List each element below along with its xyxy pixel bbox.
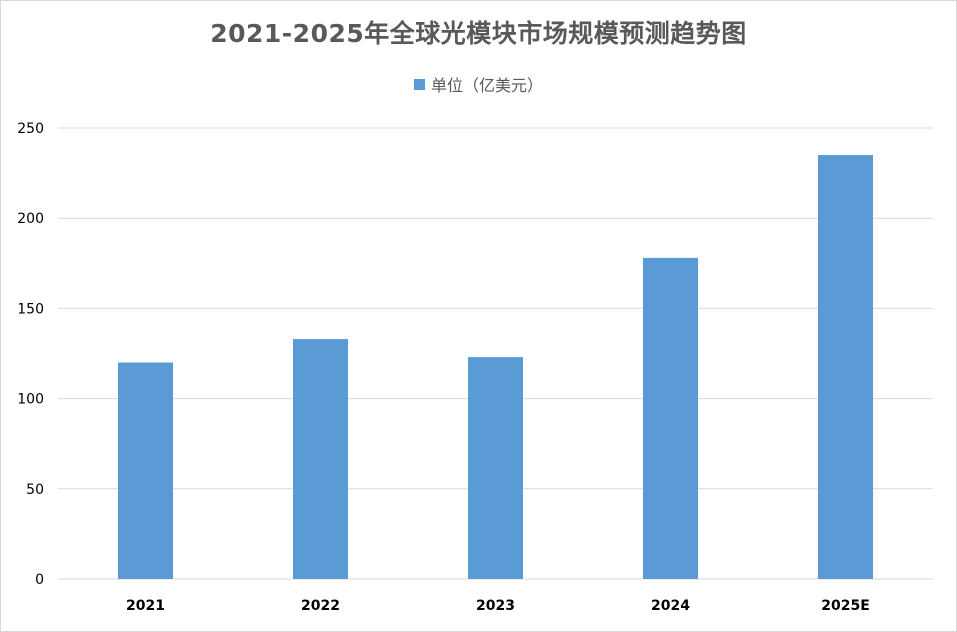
legend-swatch xyxy=(413,78,425,90)
y-tick-label: 100 xyxy=(17,392,44,408)
x-category-label: 2022 xyxy=(301,598,340,614)
bar-2023 xyxy=(468,357,523,579)
y-tick-label: 50 xyxy=(26,482,44,498)
x-category-label: 2024 xyxy=(651,598,690,614)
bar-2024 xyxy=(643,257,698,579)
y-tick-label: 0 xyxy=(35,572,44,588)
y-tick-label: 150 xyxy=(17,301,44,317)
y-tick-label: 250 xyxy=(17,121,44,137)
y-tick-label: 200 xyxy=(17,211,44,227)
x-category-label: 2023 xyxy=(476,598,515,614)
chart-legend: 单位（亿美元） xyxy=(0,72,957,96)
legend-label: 单位（亿美元） xyxy=(430,76,543,95)
bar-2022 xyxy=(293,339,348,579)
x-category-label: 2021 xyxy=(126,598,165,614)
chart-title: 2021-2025年全球光模块市场规模预测趋势图 xyxy=(210,19,747,48)
bar-2021 xyxy=(118,362,173,579)
bar-2025E xyxy=(818,155,873,579)
x-category-label: 2025E xyxy=(821,598,870,614)
